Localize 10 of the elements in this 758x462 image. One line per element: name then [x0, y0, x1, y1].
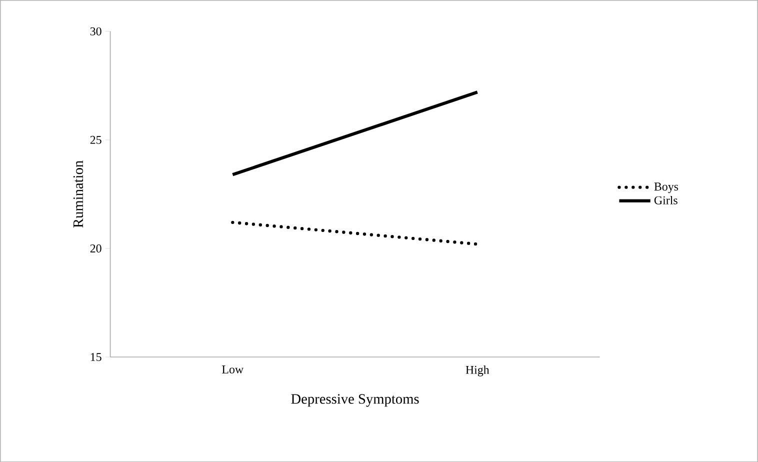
- x-tick-label: High: [466, 365, 490, 376]
- y-tick-label: 15: [90, 352, 102, 361]
- legend-label: Boys: [654, 182, 678, 193]
- y-tick-label: 20: [90, 244, 102, 252]
- x-tick-label: Low: [222, 365, 244, 374]
- y-tick-label: 25: [90, 136, 102, 144]
- legend-label: Girls: [654, 196, 678, 204]
- y-tick-label: 30: [90, 27, 102, 36]
- y-axis-title: Rumination: [73, 160, 84, 228]
- x-axis-title: Depressive Symptoms: [291, 394, 419, 407]
